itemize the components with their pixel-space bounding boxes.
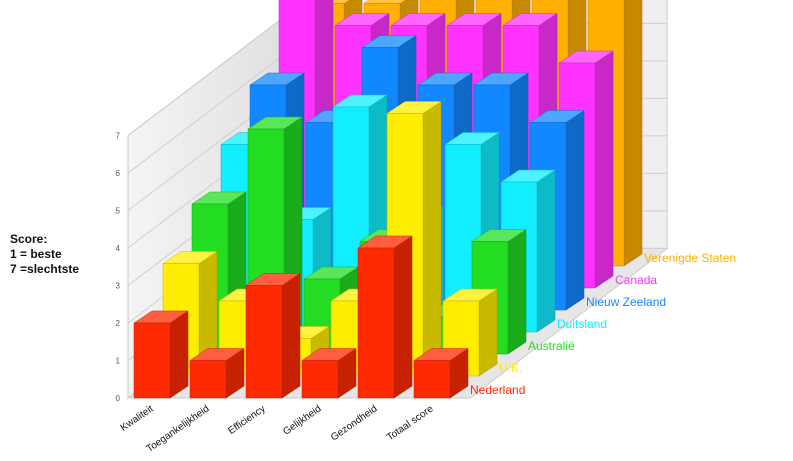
legend-entry: Canada	[615, 273, 657, 287]
x-tick-label: Toegankelijkheid	[145, 403, 212, 454]
y-tick-label: 4	[116, 244, 121, 253]
y-tick-label: 1	[116, 357, 121, 366]
bar	[133, 310, 189, 399]
bar	[301, 348, 357, 399]
y-tick-label: 7	[116, 132, 121, 141]
y-tick-label: 6	[116, 169, 121, 178]
legend-entry: Australië	[528, 339, 575, 353]
y-axis-ticks: 0 1 2 3 4 5 6 7	[116, 132, 121, 404]
legend-entry: Verenigde Staten	[644, 251, 736, 265]
bar	[413, 348, 469, 399]
legend-entry: Duitsland	[557, 317, 607, 331]
series-legend: Nederland U.K. Australië Duitsland Nieuw Zee…	[470, 251, 736, 397]
bar	[357, 235, 413, 399]
y-tick-label: 5	[116, 207, 121, 216]
legend-entry: Nederland	[470, 383, 525, 397]
x-tick-label: Efficiency	[226, 403, 267, 436]
y-axis-label-line: 1 = beste	[10, 247, 62, 261]
x-tick-label: Gezondheid	[329, 403, 379, 443]
legend-entry: Nieuw Zeeland	[586, 295, 666, 309]
y-axis-label-line: 7 =slechtste	[10, 262, 80, 276]
x-tick-label: Kwaliteit	[119, 403, 156, 433]
y-axis-label: Score: 1 = beste 7 =slechtste	[10, 232, 79, 277]
bar	[245, 273, 301, 399]
gridline	[127, 0, 308, 136]
legend-entry: U.K.	[499, 361, 522, 375]
y-axis-label-line: Score:	[10, 232, 48, 246]
x-tick-label: Gelijkheid	[281, 403, 323, 437]
y-tick-label: 3	[116, 282, 121, 291]
chart-bars	[133, 0, 643, 399]
x-tick-label: Totaal score	[385, 403, 436, 443]
y-tick-label: 0	[116, 394, 121, 403]
y-tick-label: 2	[116, 319, 121, 328]
bar	[189, 348, 245, 399]
